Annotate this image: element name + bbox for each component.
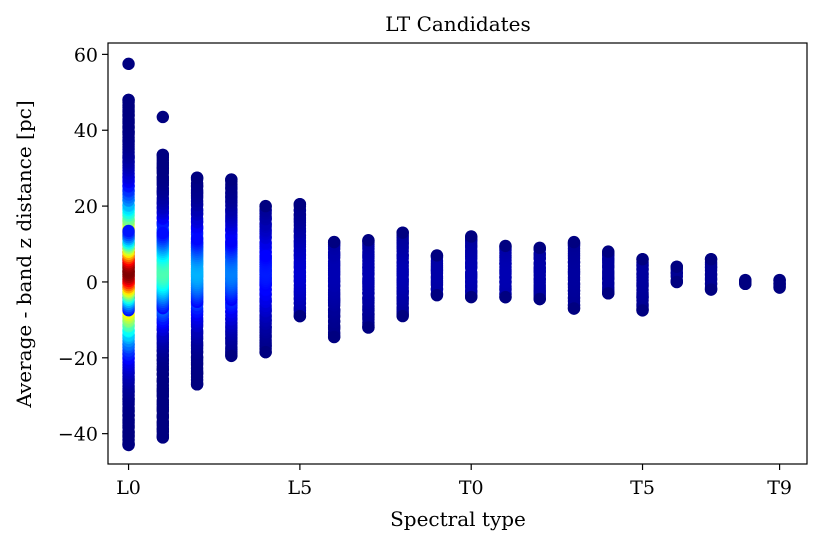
point (636, 304, 648, 316)
column-L2 (191, 171, 203, 390)
point (157, 431, 169, 443)
point (602, 287, 614, 299)
plot-frame (108, 43, 807, 464)
point (294, 310, 306, 322)
chart-title: LT Candidates (385, 12, 531, 36)
point (259, 200, 271, 212)
point (122, 58, 134, 70)
column-L7 (362, 234, 374, 334)
y-axis-label: Average - band z distance [pc] (12, 100, 36, 408)
column-T2 (534, 242, 546, 306)
point (259, 250, 271, 262)
point (431, 289, 443, 301)
column-T1 (499, 240, 511, 304)
y-tick-label: 0 (86, 272, 98, 294)
point (602, 245, 614, 257)
point (431, 249, 443, 261)
column-L9 (431, 249, 443, 301)
point (362, 234, 374, 246)
y-tick-label: −20 (58, 348, 98, 370)
y-tick-label: −40 (58, 424, 98, 446)
point (671, 261, 683, 273)
column-L5 (294, 198, 306, 322)
point (671, 276, 683, 288)
point (362, 321, 374, 333)
column-T0 (465, 230, 477, 303)
y-tick-label: 20 (74, 196, 98, 218)
column-L4 (259, 200, 271, 358)
column-L6 (328, 236, 340, 343)
point (396, 310, 408, 322)
column-T6 (671, 261, 683, 289)
point (465, 291, 477, 303)
point (191, 233, 203, 245)
point (294, 198, 306, 210)
column-T5 (636, 253, 648, 317)
point (225, 350, 237, 362)
x-tick-label: T5 (630, 477, 655, 499)
point (705, 253, 717, 265)
point (225, 235, 237, 247)
point (328, 236, 340, 248)
x-axis-label: Spectral type (390, 507, 526, 531)
point (259, 346, 271, 358)
y-axis-ticks: −40 −20 0 20 40 60 (58, 44, 108, 445)
point (499, 240, 511, 252)
point (465, 230, 477, 242)
y-tick-label: 60 (74, 44, 98, 66)
point (773, 274, 785, 286)
data-points (122, 58, 785, 452)
x-tick-label: L5 (288, 477, 313, 499)
point (191, 378, 203, 390)
column-T7 (705, 253, 717, 296)
column-T4 (602, 245, 614, 299)
column-T3 (568, 236, 580, 315)
point (534, 293, 546, 305)
x-axis-ticks: L0 L5 T0 T5 T9 (116, 464, 792, 499)
column-L8 (396, 226, 408, 322)
column-T8 (739, 274, 751, 290)
point (739, 274, 751, 286)
column-L1 (157, 111, 169, 444)
y-tick-label: 40 (74, 120, 98, 142)
point (534, 242, 546, 254)
column-L3 (225, 173, 237, 362)
point (705, 283, 717, 295)
point (328, 331, 340, 343)
column-T9 (773, 274, 785, 294)
point (636, 253, 648, 265)
point (122, 439, 134, 451)
x-tick-label: T9 (767, 477, 792, 499)
point (157, 227, 169, 239)
point (122, 225, 134, 237)
point (568, 236, 580, 248)
point (157, 149, 169, 161)
point (122, 94, 134, 106)
point (396, 226, 408, 238)
column-L0 (122, 58, 134, 452)
point (225, 173, 237, 185)
point (568, 302, 580, 314)
point (499, 291, 511, 303)
x-tick-label: T0 (459, 477, 484, 499)
point (157, 111, 169, 123)
x-tick-label: L0 (116, 477, 141, 499)
point (191, 171, 203, 183)
